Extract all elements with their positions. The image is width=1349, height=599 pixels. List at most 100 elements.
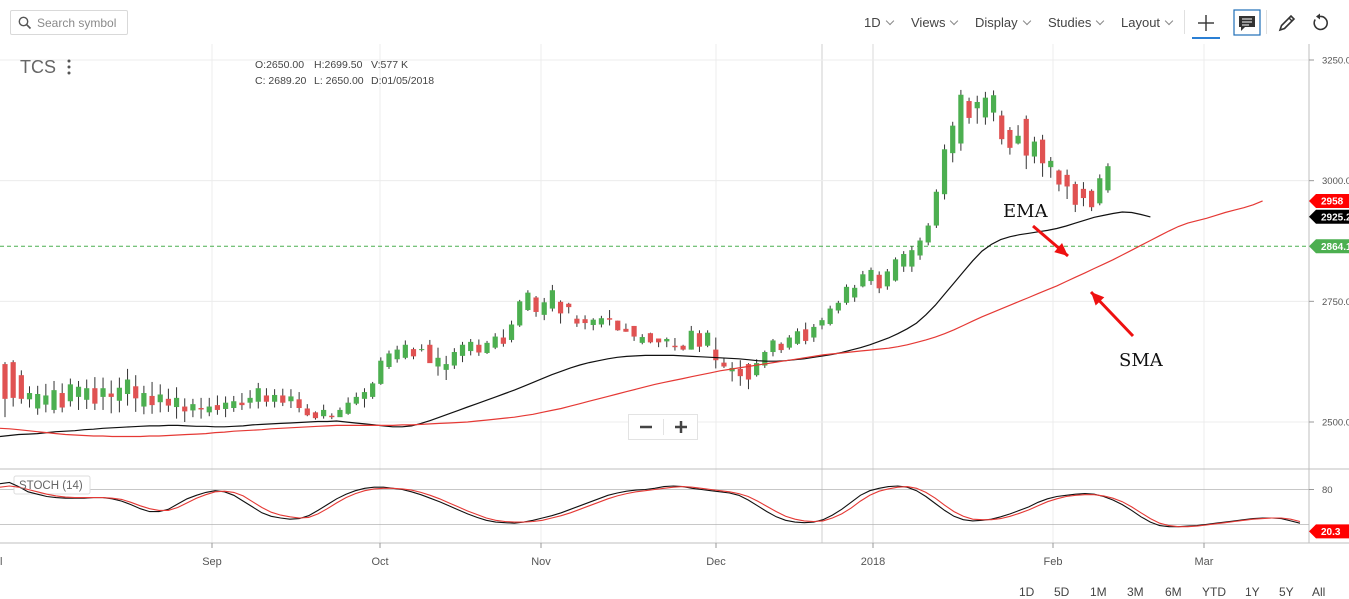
candle-body <box>451 352 457 366</box>
interval-dropdown[interactable]: 1D <box>864 15 894 30</box>
candle <box>419 344 425 352</box>
candle-body <box>860 274 866 287</box>
candle-body <box>468 341 474 352</box>
price-chart[interactable]: 80 2500.00 2750.00 3000.00 3250.00 l Sep Oct N… <box>0 44 1349 596</box>
candle-body <box>794 331 801 344</box>
candle-body <box>941 149 948 195</box>
zoom-out-button[interactable] <box>629 415 663 439</box>
candle <box>713 337 719 369</box>
candle <box>933 189 939 228</box>
candle <box>1015 125 1021 145</box>
panel-separators <box>0 44 1349 544</box>
price-tag-shape <box>1309 193 1349 208</box>
ema-line <box>0 211 1151 438</box>
candle <box>222 396 229 418</box>
price-tag-shape <box>1309 239 1349 254</box>
range-button-1m[interactable]: 1M <box>1090 585 1107 599</box>
candle <box>1048 157 1054 178</box>
candle-body <box>133 386 139 399</box>
candle-body <box>1048 160 1054 168</box>
candle-body <box>149 395 155 406</box>
display-dropdown[interactable]: Display <box>975 15 1031 30</box>
sma-annotation: SMA <box>1119 350 1164 371</box>
display-label: Display <box>975 15 1018 30</box>
draw-button[interactable] <box>1273 9 1301 37</box>
candle-body <box>255 388 261 402</box>
search-icon <box>18 16 32 30</box>
range-button-all[interactable]: All <box>1312 585 1326 599</box>
chevron-down-icon <box>950 16 959 26</box>
candle-body <box>1072 184 1078 205</box>
candle <box>394 345 400 363</box>
stoch-k-line <box>0 481 1301 528</box>
candle <box>884 268 890 290</box>
candle <box>950 121 956 163</box>
candle <box>190 398 196 418</box>
more-options-icon[interactable] <box>67 59 71 75</box>
annotation-button[interactable] <box>1233 9 1261 37</box>
candle <box>623 323 629 332</box>
crosshair-button[interactable] <box>1192 9 1220 39</box>
candle-body <box>762 352 768 366</box>
range-button-1d[interactable]: 1D <box>1019 585 1035 599</box>
range-button-ytd[interactable]: YTD <box>1202 585 1226 599</box>
time-axis: l Sep Oct Nov Dec 2018 Feb Mar <box>0 543 1214 568</box>
candle-body <box>557 301 564 314</box>
candle <box>647 332 654 344</box>
candle-body <box>157 394 163 403</box>
candle-body <box>811 326 817 338</box>
zoom-control <box>628 414 698 440</box>
price-tag-label: 20.3 <box>1321 527 1341 538</box>
candle-body <box>615 320 621 331</box>
candle <box>1007 127 1013 155</box>
annotation-arrows <box>1032 224 1135 338</box>
candle-body <box>1097 178 1103 204</box>
price-tag: 20.3 <box>1309 524 1349 539</box>
layout-dropdown[interactable]: Layout <box>1121 15 1174 30</box>
candle-body <box>500 337 506 344</box>
candle <box>664 337 670 348</box>
price-tag-shape <box>1309 209 1349 224</box>
reset-button[interactable] <box>1306 9 1334 37</box>
candle-body <box>75 386 82 397</box>
candle-body <box>124 379 131 395</box>
range-button-5d[interactable]: 5D <box>1054 585 1070 599</box>
zoom-divider <box>663 419 664 435</box>
candle-body <box>852 287 858 298</box>
candle <box>378 357 384 385</box>
candle-body <box>214 405 221 410</box>
price-axis-label: 2750.00 <box>1322 297 1349 308</box>
candle <box>451 348 457 369</box>
candle-body <box>656 338 662 343</box>
candle-body <box>950 125 956 154</box>
candle <box>721 358 727 368</box>
range-button-3m[interactable]: 3M <box>1127 585 1144 599</box>
zoom-in-button[interactable] <box>664 415 698 439</box>
candle <box>892 257 899 282</box>
candle <box>165 388 171 412</box>
range-button-5y[interactable]: 5Y <box>1279 585 1294 599</box>
candle <box>1056 169 1062 192</box>
interval-label: 1D <box>864 15 881 30</box>
candle <box>598 315 605 328</box>
candle-body <box>590 319 596 325</box>
chevron-down-icon <box>1022 16 1031 26</box>
candle <box>141 385 147 415</box>
candle-body <box>582 319 588 324</box>
candle-body <box>353 396 359 404</box>
candle <box>999 110 1005 145</box>
candle <box>484 340 490 354</box>
search-input[interactable] <box>37 14 125 32</box>
candle-body <box>958 94 964 144</box>
candle-body <box>786 337 792 348</box>
candle <box>427 339 433 364</box>
range-button-6m[interactable]: 6M <box>1165 585 1182 599</box>
candle <box>492 333 498 350</box>
search-box[interactable] <box>10 10 128 35</box>
candle <box>533 296 539 317</box>
studies-dropdown[interactable]: Studies <box>1048 15 1105 30</box>
views-dropdown[interactable]: Views <box>911 15 959 30</box>
candle <box>811 324 817 342</box>
range-button-1y[interactable]: 1Y <box>1245 585 1260 599</box>
candle-body <box>533 297 539 312</box>
